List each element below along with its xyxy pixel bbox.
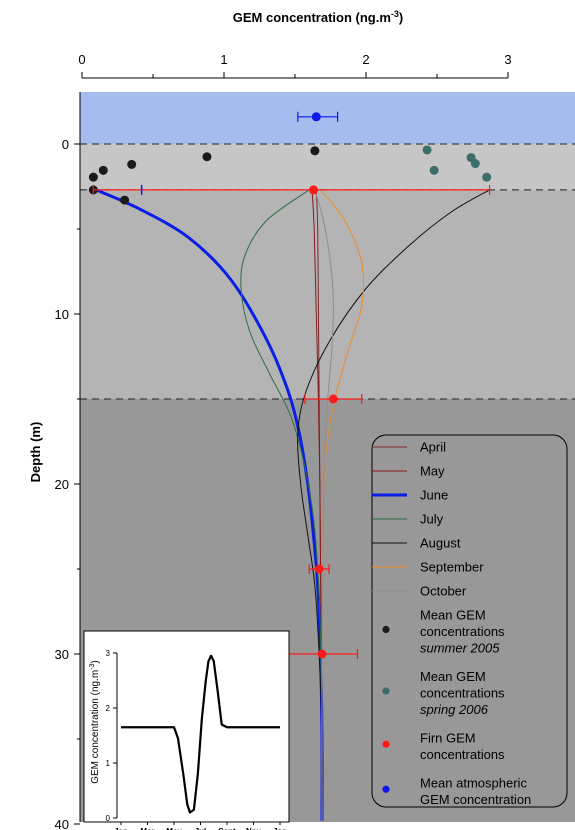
data-point (308, 185, 318, 195)
inset-x-tick-label: May (166, 827, 182, 830)
y-tick-label: 10 (55, 307, 69, 322)
legend-label-line: GEM concentration (420, 792, 531, 807)
data-point (88, 172, 98, 182)
data-point (314, 564, 324, 574)
legend-label-line: spring 2006 (420, 702, 489, 717)
data-point (429, 165, 439, 175)
legend-frame (371, 434, 568, 808)
axes: GEM concentration (ng.m-3) Depth (m) 0 1 2… (28, 9, 512, 830)
legend-label-line: Mean atmospheric (420, 776, 527, 791)
data-point (482, 172, 492, 182)
x-tick-label: 0 (78, 52, 85, 67)
layer-firn-upper (80, 189, 575, 399)
legend-label-line: summer 2005 (420, 641, 500, 656)
legend: April May June July August September October Me… (371, 434, 568, 808)
legend-label-line: Mean GEM (420, 608, 486, 623)
inset-y-axis-label: GEM concentration (ng.m-3) (89, 660, 101, 784)
inset-x-tick-label: Jan (114, 827, 128, 830)
legend-dot-firn-gem-concentrations (382, 740, 390, 748)
legend-label-july: July (420, 512, 444, 527)
y-axis-label: Depth (m) (28, 422, 43, 483)
data-point (202, 152, 212, 162)
x-tick-label: 1 (220, 52, 227, 67)
x-tick-label: 3 (504, 52, 511, 67)
data-point (328, 394, 338, 404)
layer-atmosphere (80, 92, 575, 144)
data-point (470, 159, 480, 169)
data-point (317, 649, 327, 659)
data-point (311, 112, 321, 122)
series-line-august (297, 189, 490, 821)
layer-snowpack (80, 144, 575, 190)
legend-label-line: Mean GEM (420, 669, 486, 684)
y-tick-label: 40 (55, 817, 69, 830)
y-tick-label: 20 (55, 477, 69, 492)
inset-y-tick-label: 3 (106, 649, 111, 658)
data-point (310, 146, 320, 156)
data-point (127, 159, 137, 169)
legend-label-line: concentrations (420, 747, 505, 762)
x-axis-label: GEM concentration (ng.m-3) (233, 9, 404, 25)
data-point (120, 195, 130, 205)
series-lines (95, 188, 490, 821)
data-point (422, 145, 432, 155)
inset-x-tick-label: Jul (195, 827, 207, 830)
inset-chart: GEM concentration (ng.m-3) 0 1 2 3 Jan Mar May… (83, 630, 290, 830)
legend-dot-mean-atmospheric-gem-concentration (382, 785, 390, 793)
legend-label-august: August (420, 536, 461, 551)
inset-x-tick-label: Mar (140, 827, 154, 830)
x-tick-label: 2 (362, 52, 369, 67)
legend-label-october: October (420, 584, 467, 599)
legend-dot-mean-gem-concentrations-spring-2006 (382, 687, 390, 695)
data-point (98, 165, 108, 175)
series-line-october (314, 189, 334, 821)
inset-y-tick-label: 0 (106, 814, 111, 823)
inset-x-tick-label: Nov (246, 827, 262, 830)
inset-y-tick-label: 1 (106, 759, 111, 768)
layer-boundaries (80, 143, 575, 400)
y-tick-label: 0 (62, 137, 69, 152)
legend-label-june: June (420, 488, 448, 503)
legend-label-line: Firn GEM (420, 731, 476, 746)
inset-x-tick-label: Sept (218, 827, 236, 830)
legend-label-april: April (420, 440, 446, 455)
legend-label-september: September (420, 560, 484, 575)
inset-line (121, 654, 280, 814)
legend-label-may: May (420, 464, 445, 479)
inset-x-tick-label: Jan (273, 827, 287, 830)
data-markers (88, 111, 492, 659)
inset-y-tick-label: 2 (106, 704, 111, 713)
legend-label-line: concentrations (420, 624, 505, 639)
legend-dot-mean-gem-concentrations-summer-2005 (382, 625, 390, 634)
y-tick-label: 30 (55, 647, 69, 662)
legend-label-line: concentrations (420, 686, 505, 701)
series-line-july (240, 189, 323, 821)
